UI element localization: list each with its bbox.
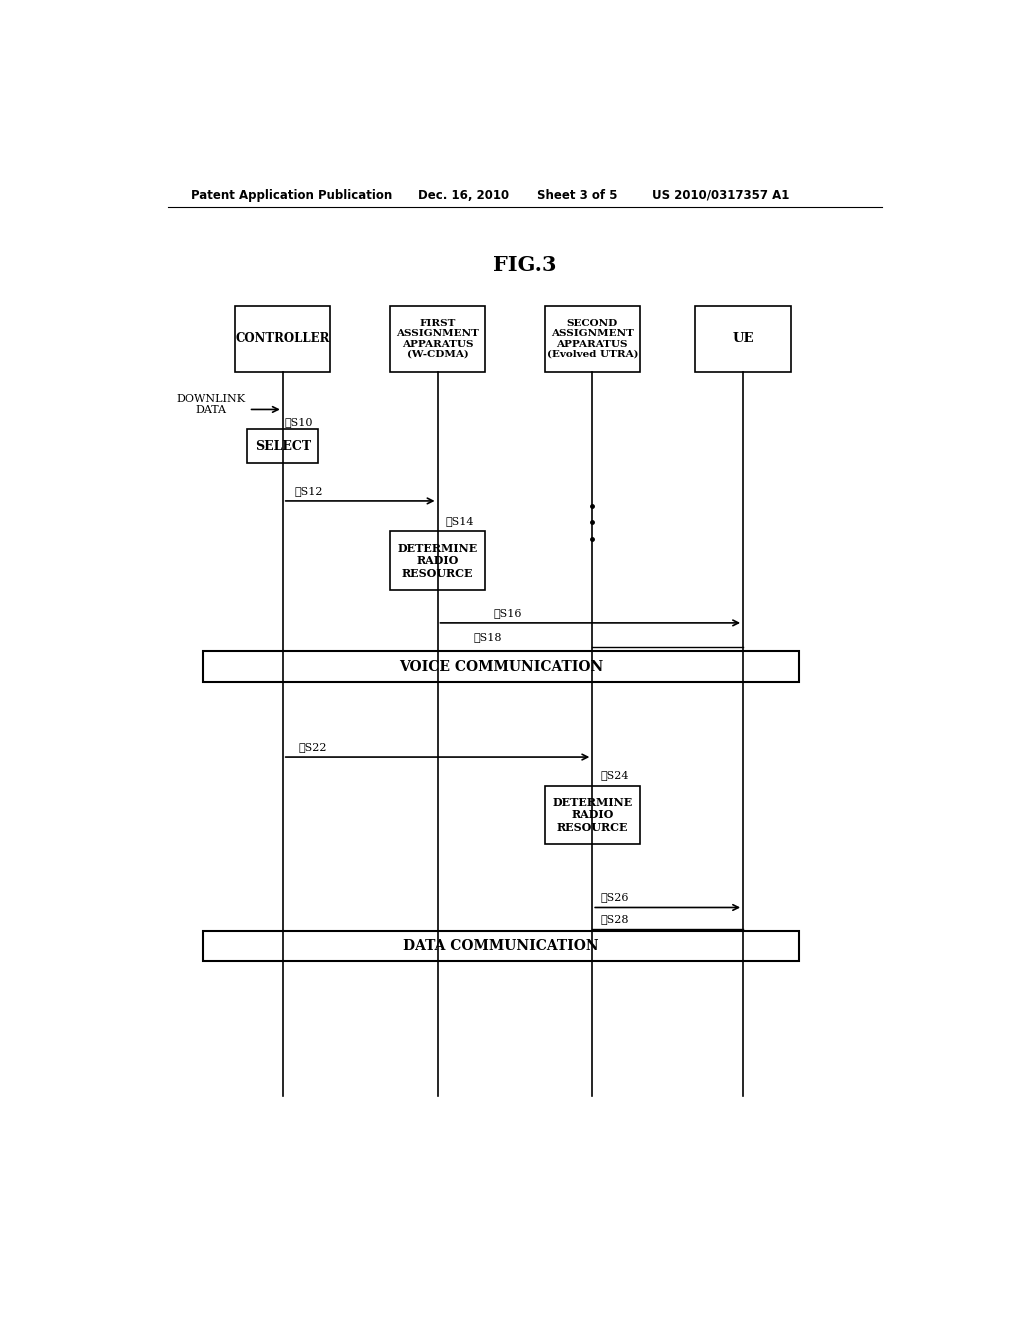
Text: FIG.3: FIG.3 bbox=[493, 255, 557, 275]
Text: ⌣S10: ⌣S10 bbox=[285, 417, 313, 426]
Text: Dec. 16, 2010: Dec. 16, 2010 bbox=[418, 189, 509, 202]
Text: FIRST
ASSIGNMENT
APPARATUS
(W-CDMA): FIRST ASSIGNMENT APPARATUS (W-CDMA) bbox=[396, 318, 479, 359]
Text: ⌣S16: ⌣S16 bbox=[494, 607, 521, 618]
Text: DOWNLINK
DATA: DOWNLINK DATA bbox=[177, 393, 246, 416]
Text: DATA COMMUNICATION: DATA COMMUNICATION bbox=[403, 939, 599, 953]
Text: Patent Application Publication: Patent Application Publication bbox=[191, 189, 393, 202]
Bar bbox=[545, 306, 640, 372]
Text: CONTROLLER: CONTROLLER bbox=[236, 333, 330, 346]
Text: ⌣S24: ⌣S24 bbox=[600, 771, 629, 780]
Text: ⌣S26: ⌣S26 bbox=[600, 892, 629, 903]
Bar bbox=[247, 429, 318, 463]
Text: ⌣S12: ⌣S12 bbox=[295, 486, 324, 496]
Text: SELECT: SELECT bbox=[255, 440, 311, 453]
Text: Sheet 3 of 5: Sheet 3 of 5 bbox=[537, 189, 617, 202]
Text: ⌣S18: ⌣S18 bbox=[473, 632, 502, 643]
Bar bbox=[204, 931, 799, 961]
Bar bbox=[390, 532, 485, 590]
Bar bbox=[695, 306, 791, 372]
Bar bbox=[390, 306, 485, 372]
Text: US 2010/0317357 A1: US 2010/0317357 A1 bbox=[652, 189, 790, 202]
Text: DETERMINE
RADIO
RESOURCE: DETERMINE RADIO RESOURCE bbox=[397, 543, 477, 579]
Text: ⌣S28: ⌣S28 bbox=[600, 913, 629, 924]
Bar bbox=[204, 651, 799, 682]
Bar bbox=[545, 785, 640, 845]
Text: SECOND
ASSIGNMENT
APPARATUS
(Evolved UTRA): SECOND ASSIGNMENT APPARATUS (Evolved UTR… bbox=[547, 318, 638, 359]
Bar bbox=[236, 306, 331, 372]
Text: ⌣S14: ⌣S14 bbox=[445, 516, 474, 527]
Text: ⌣S22: ⌣S22 bbox=[299, 742, 327, 752]
Text: DETERMINE
RADIO
RESOURCE: DETERMINE RADIO RESOURCE bbox=[552, 797, 633, 833]
Text: UE: UE bbox=[732, 333, 754, 346]
Text: VOICE COMMUNICATION: VOICE COMMUNICATION bbox=[399, 660, 603, 673]
